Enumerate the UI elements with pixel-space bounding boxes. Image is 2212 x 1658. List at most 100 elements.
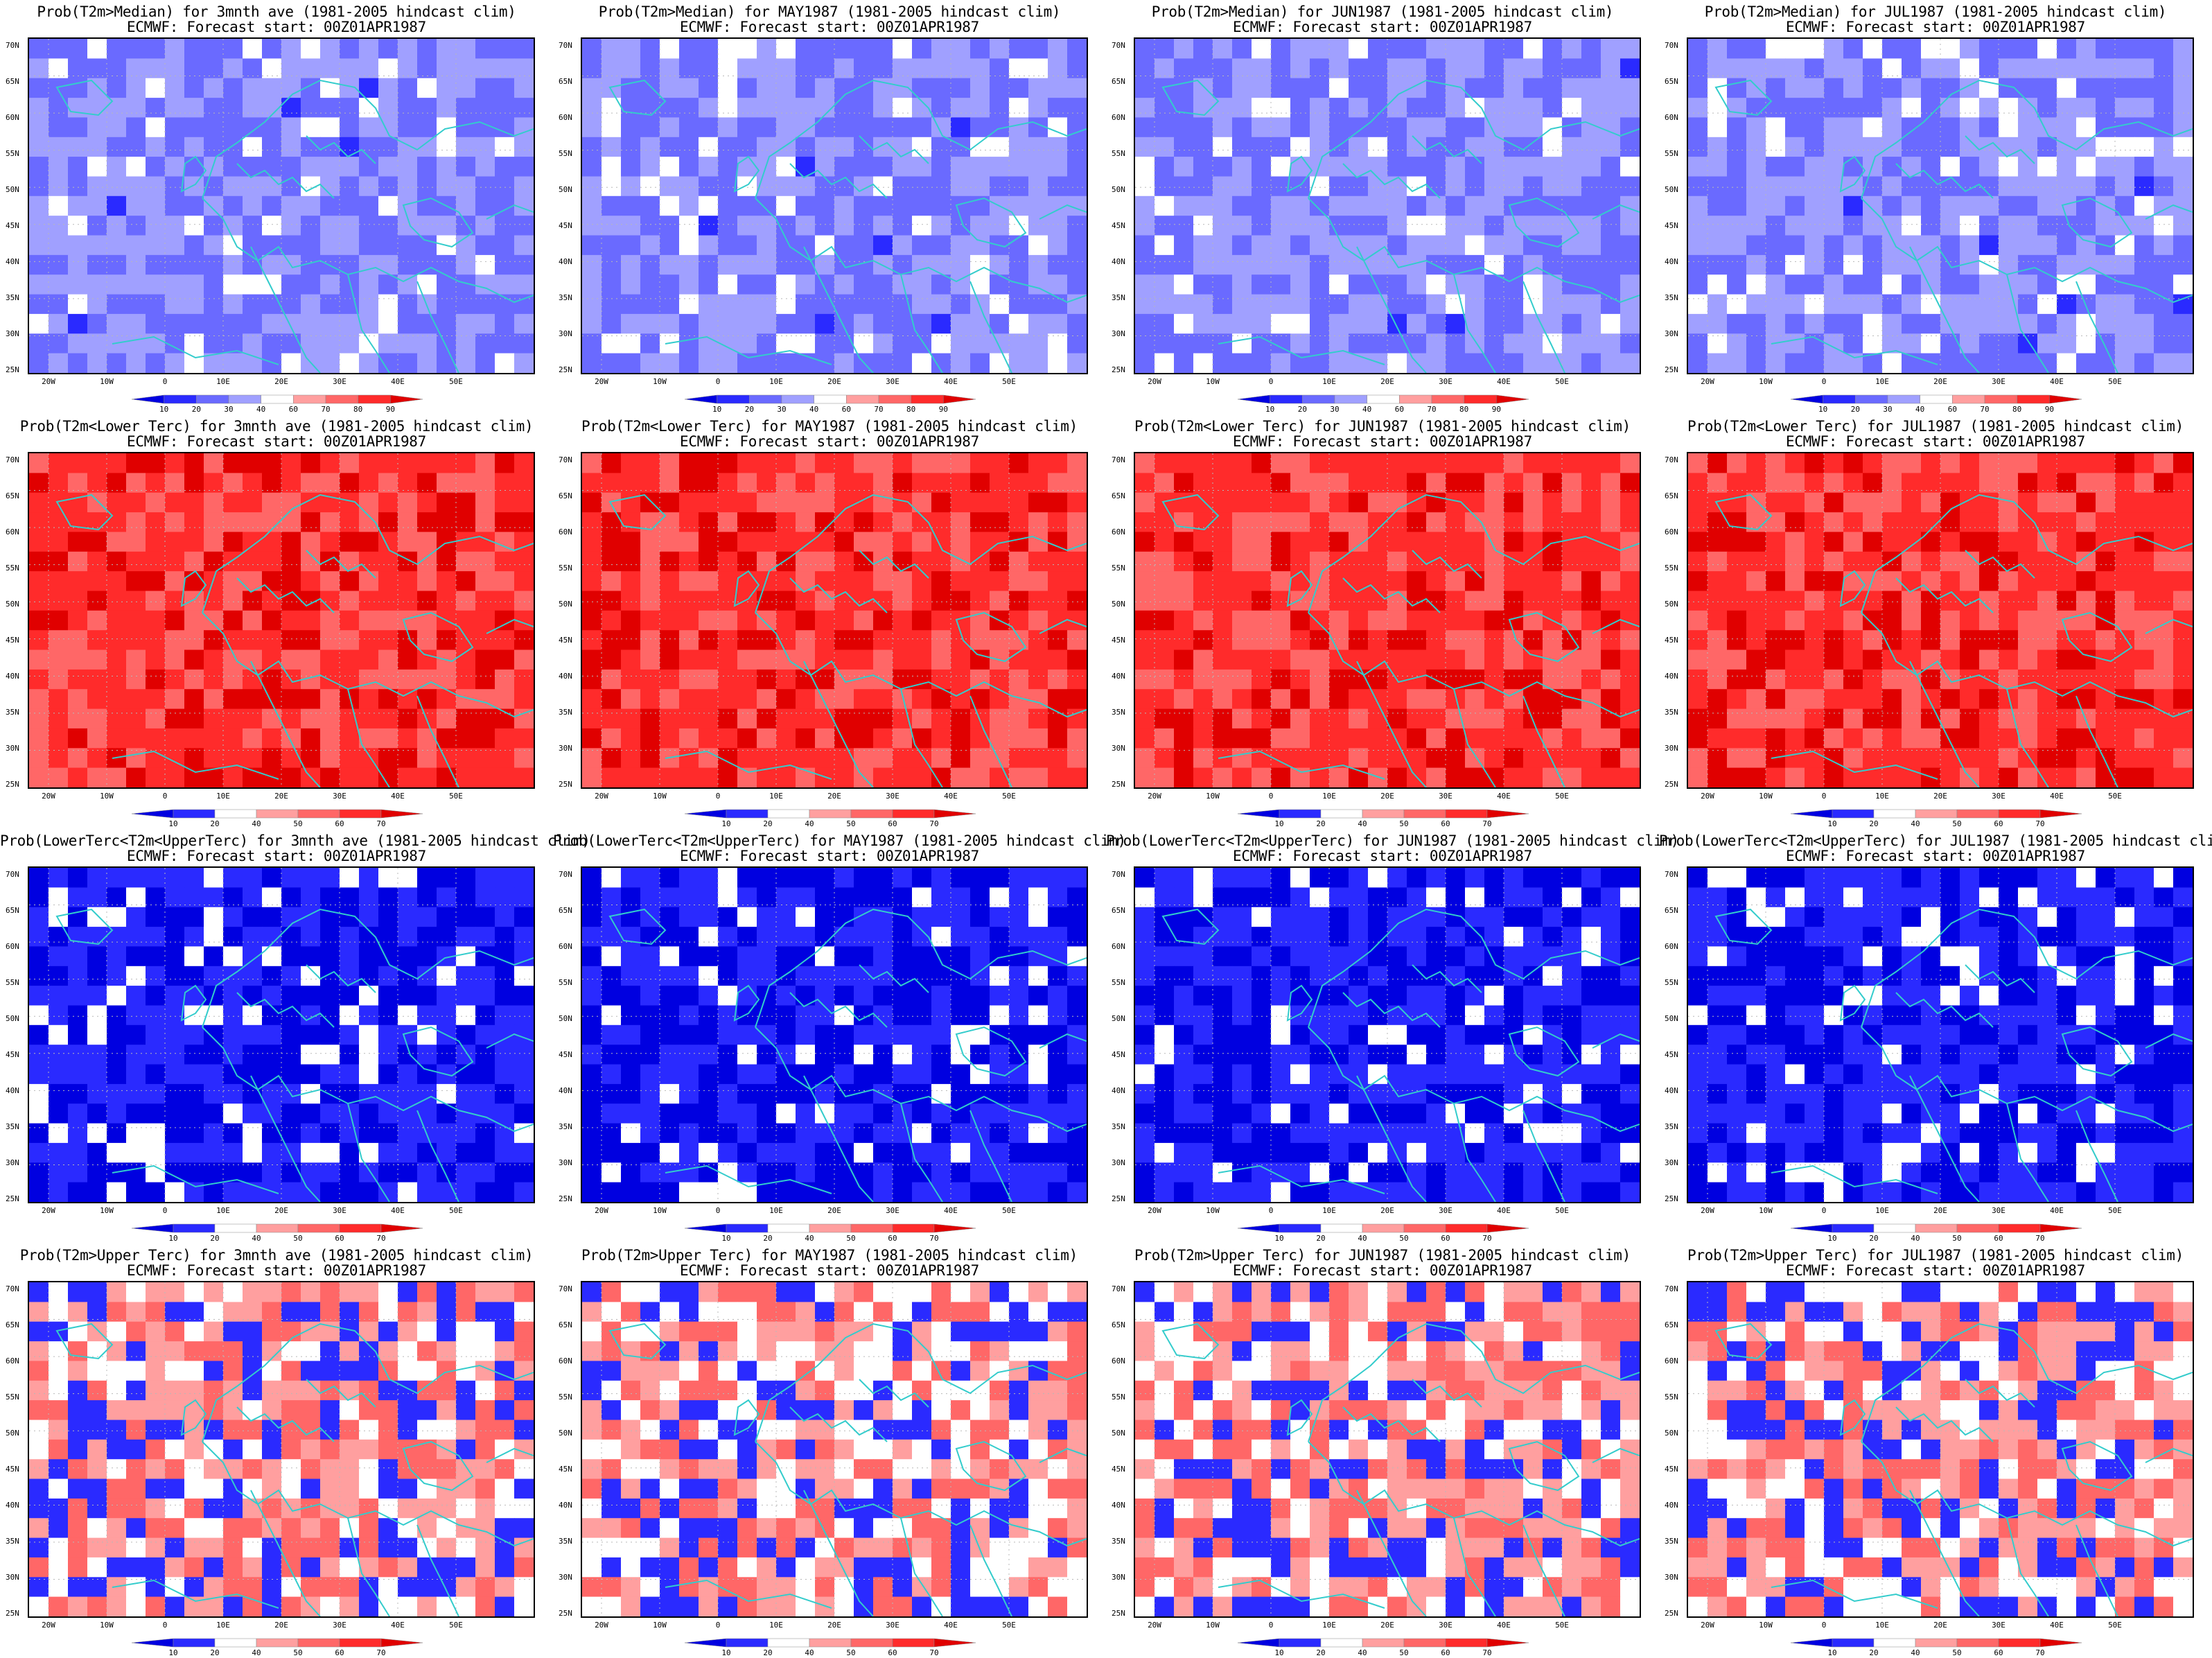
colorbar-swatch — [173, 1638, 216, 1648]
lon-tick-label: 20W — [1148, 1206, 1161, 1215]
colorbar-label: 60 — [1994, 819, 2003, 828]
lon-tick-label: 20W — [42, 1206, 55, 1215]
lat-tick-label: 35N — [1665, 708, 1678, 717]
lon-tick-label: 30E — [1992, 1621, 2005, 1630]
colorbar-label: 10 — [168, 1648, 178, 1657]
lon-tick-label: 20E — [827, 792, 841, 801]
map-panel-prob-lowerterc-t2m-upperterc-may1987: Prob(LowerTerc<T2m<UpperTerc) for MAY198… — [553, 829, 1126, 1244]
lat-tick-label: 40N — [6, 1501, 19, 1510]
colorbar — [1237, 394, 1529, 404]
lon-tick-label: 40E — [1497, 1621, 1511, 1630]
lon-tick-label: 50E — [449, 792, 463, 801]
colorbar-swatch — [1486, 809, 1529, 819]
colorbar — [684, 1638, 976, 1648]
colorbar-label: 90 — [938, 405, 948, 414]
probability-map — [581, 452, 1088, 789]
lat-tick-label: 55N — [559, 978, 572, 987]
colorbar — [684, 394, 976, 404]
colorbar-swatch — [1915, 1638, 1958, 1648]
colorbar-swatch — [2039, 809, 2082, 819]
colorbar-label: 70 — [1482, 1234, 1492, 1243]
panel-title: Prob(T2m>Upper Terc) for 3mnth ave (1981… — [19, 1247, 534, 1264]
lon-tick-label: 30E — [1992, 377, 2005, 386]
lat-tick-label: 60N — [1665, 1356, 1678, 1365]
colorbar-swatch — [1320, 809, 1363, 819]
lat-tick-label: 65N — [559, 1320, 572, 1329]
probability-map — [28, 452, 535, 789]
lat-tick-label: 45N — [6, 1465, 19, 1474]
coastlines — [1161, 79, 1640, 373]
colorbar-label: 70 — [2035, 819, 2045, 828]
lon-tick-label: 0 — [1821, 792, 1827, 801]
colorbar-swatch — [1915, 1223, 1958, 1233]
lat-tick-label: 30N — [1112, 744, 1125, 753]
lon-tick-label: 0 — [715, 1621, 721, 1630]
lat-tick-label: 50N — [1112, 1014, 1125, 1023]
colorbar-swatch — [1445, 1638, 1488, 1648]
colorbar-swatch — [214, 1223, 257, 1233]
coastlines — [55, 1323, 534, 1616]
lon-tick-label: 20E — [1933, 792, 1947, 801]
lon-tick-label: 0 — [715, 792, 721, 801]
colorbar-swatch — [892, 1638, 935, 1648]
lon-tick-label: 0 — [1821, 377, 1827, 386]
colorbar-label: 30 — [777, 405, 787, 414]
lon-tick-label: 40E — [391, 1206, 405, 1215]
colorbar-label: 20 — [763, 1648, 773, 1657]
colorbar-swatch — [1302, 394, 1335, 404]
lon-tick-label: 20E — [827, 1206, 841, 1215]
lon-tick-label: 20E — [1933, 1206, 1947, 1215]
colorbar-label: 70 — [929, 1234, 939, 1243]
lat-tick-label: 60N — [1665, 527, 1678, 536]
probability-map — [1134, 37, 1641, 374]
map-panel-prob-t2m-upper-terc-jun1987: Prob(T2m>Upper Terc) for JUN1987 (1981-2… — [1106, 1244, 1659, 1658]
colorbar-label: 20 — [1316, 1234, 1326, 1243]
panel-title: Prob(T2m<Lower Terc) for MAY1987 (1981-2… — [581, 418, 1078, 435]
colorbar-swatch — [933, 809, 976, 819]
lat-tick-label: 50N — [1665, 600, 1678, 609]
colorbar-swatch — [1790, 1638, 1833, 1648]
colorbar-label: 40 — [1358, 1648, 1367, 1657]
colorbar-label: 70 — [376, 1234, 386, 1243]
lat-tick-label: 45N — [559, 221, 572, 230]
panel-subtitle: ECMWF: Forecast start: 00Z01APR1987 — [1232, 433, 1532, 450]
lon-tick-label: 20W — [595, 1206, 608, 1215]
lon-tick-label: 50E — [1555, 377, 1569, 386]
colorbar-label: 60 — [335, 1234, 344, 1243]
colorbar-swatch — [1855, 394, 1888, 404]
colorbar-swatch — [1445, 1223, 1488, 1233]
colorbar-label: 50 — [293, 819, 303, 828]
lat-tick-label: 50N — [1665, 1429, 1678, 1438]
panel-subtitle: ECMWF: Forecast start: 00Z01APR1987 — [1785, 19, 2085, 35]
lat-tick-label: 50N — [1665, 185, 1678, 194]
colorbar-swatch — [943, 394, 976, 404]
colorbar-swatch — [1496, 394, 1529, 404]
lat-tick-label: 65N — [559, 77, 572, 86]
lat-tick-label: 45N — [1112, 221, 1125, 230]
colorbar-label: 90 — [2044, 405, 2054, 414]
colorbar-swatch — [1790, 809, 1833, 819]
map-panel-prob-lowerterc-t2m-upperterc-jun1987: Prob(LowerTerc<T2m<UpperTerc) for JUN198… — [1106, 829, 1679, 1244]
colorbar-label: 60 — [888, 819, 897, 828]
colorbar-swatch — [767, 809, 810, 819]
map-panel-prob-t2m-lower-terc-may1987: Prob(T2m<Lower Terc) for MAY1987 (1981-2… — [553, 414, 1106, 829]
colorbar-swatch — [1237, 809, 1280, 819]
lat-tick-label: 45N — [1665, 1050, 1678, 1059]
lon-tick-label: 50E — [2108, 792, 2122, 801]
coastlines — [55, 79, 534, 373]
lon-tick-label: 0 — [1268, 1206, 1274, 1215]
colorbar-label: 60 — [1994, 1648, 2003, 1657]
coastlines — [608, 79, 1087, 373]
lon-tick-label: 50E — [449, 377, 463, 386]
panel-subtitle: ECMWF: Forecast start: 00Z01APR1987 — [679, 848, 979, 864]
lon-tick-label: 0 — [1268, 1621, 1274, 1630]
lat-tick-label: 45N — [1112, 1465, 1125, 1474]
colorbar-swatch — [380, 1638, 423, 1648]
colorbar-swatch — [850, 809, 893, 819]
colorbar-swatch — [809, 1223, 852, 1233]
lon-tick-label: 20E — [1380, 1621, 1394, 1630]
colorbar-label: 10 — [168, 1234, 178, 1243]
shaded-field — [582, 868, 1087, 1202]
lat-tick-label: 35N — [1112, 1122, 1125, 1131]
lon-tick-label: 10E — [1322, 1621, 1336, 1630]
